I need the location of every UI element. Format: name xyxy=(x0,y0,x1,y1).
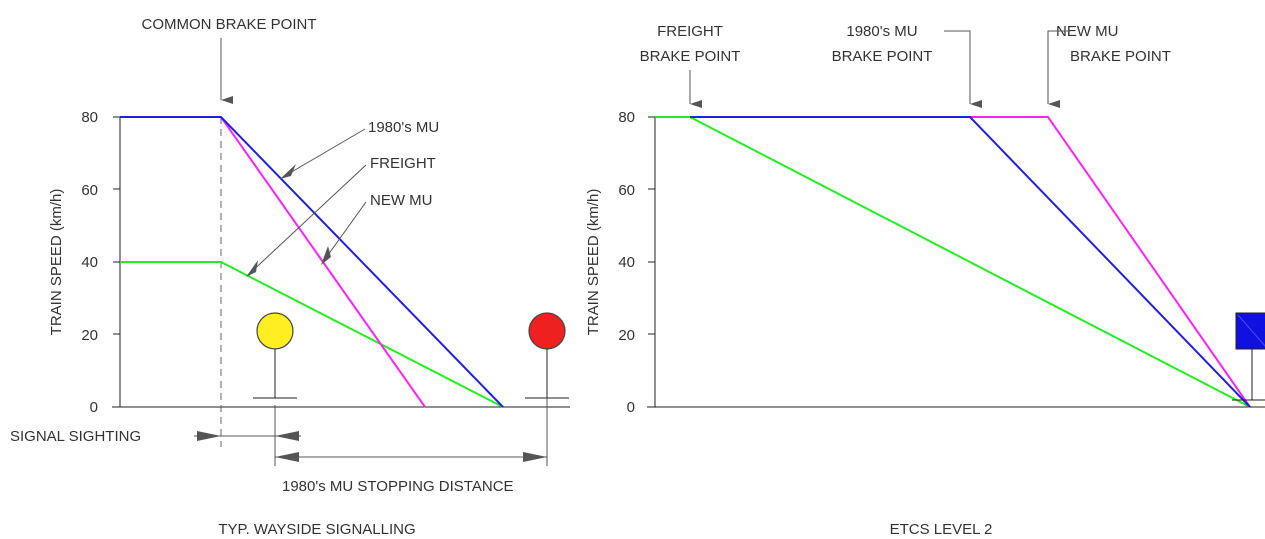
mu1980-brake-point-label-1: 1980's MU xyxy=(846,23,917,40)
stopping-distance-label: 1980's MU STOPPING DISTANCE xyxy=(282,478,514,495)
freight-label: FREIGHT xyxy=(370,155,436,172)
mu1980-speed-curve xyxy=(120,116,504,408)
freight-speed-curve xyxy=(120,261,504,408)
left-tick-label: 80 xyxy=(81,109,98,126)
right-tick-label: 40 xyxy=(618,254,635,271)
left-caption: TYP. WAYSIDE SIGNALLING xyxy=(218,521,415,538)
new-mu-brake-point-label-2: BRAKE POINT xyxy=(1070,48,1171,65)
freight-brake-point-label-1: FREIGHT xyxy=(657,23,723,40)
etcs-marker-board xyxy=(1232,312,1265,401)
left-tick-label: 60 xyxy=(81,182,98,199)
left-tick-label: 40 xyxy=(81,254,98,271)
new-mu-brake-point-label-1: NEW MU xyxy=(1056,23,1119,40)
mu1980-label: 1980's MU xyxy=(368,119,439,136)
left-y-axis-label: TRAIN SPEED (km/h) xyxy=(48,189,65,336)
mu1980-brake-point-label-2: BRAKE POINT xyxy=(832,48,933,65)
signal-sighting-label: SIGNAL SIGHTING xyxy=(10,428,141,445)
left-tick-label: 0 xyxy=(90,399,98,416)
right-tick-label: 0 xyxy=(627,399,635,416)
yellow-signal-lamp xyxy=(256,312,294,350)
common-brake-point-label: COMMON BRAKE POINT xyxy=(141,16,316,33)
etcs-freight-speed-curve xyxy=(655,116,1251,408)
new-mu-leader xyxy=(322,201,367,263)
freight-brake-point-label-2: BRAKE POINT xyxy=(640,48,741,65)
red-signal-lamp xyxy=(528,312,566,350)
left-panel: 80 60 40 20 0 TRAIN SPEED (km/h) COMMON … xyxy=(10,16,570,538)
mu1980-leader xyxy=(282,128,366,178)
left-tick-label: 20 xyxy=(81,327,98,344)
etcs-new-mu-speed-curve xyxy=(970,116,1251,408)
right-panel: 80 60 40 20 0 TRAIN SPEED (km/h) FREIGHT… xyxy=(585,23,1265,538)
new-mu-brake-point-arrow xyxy=(1047,30,1070,108)
freight-leader xyxy=(247,164,367,276)
etcs-mu1980-speed-curve xyxy=(690,116,1251,408)
right-y-axis-label: TRAIN SPEED (km/h) xyxy=(585,189,602,336)
new-mu-label: NEW MU xyxy=(370,192,433,209)
red-signal xyxy=(525,312,569,399)
right-tick-label: 80 xyxy=(618,109,635,126)
right-tick-label: 60 xyxy=(618,182,635,199)
right-caption: ETCS LEVEL 2 xyxy=(890,521,993,538)
right-tick-label: 20 xyxy=(618,327,635,344)
mu1980-brake-point-arrow xyxy=(944,30,982,108)
etcs-marker-board-sign xyxy=(1235,312,1265,350)
yellow-signal xyxy=(253,312,297,399)
